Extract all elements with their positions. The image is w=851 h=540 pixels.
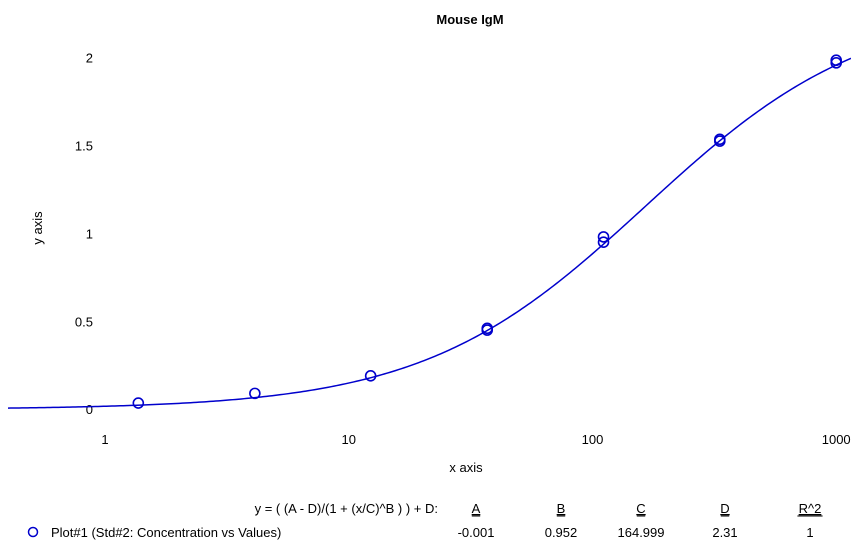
y-tick-label: 0.5 [75, 314, 93, 329]
fit-equation: y = ( (A - D)/(1 + (x/C)^B ) ) + D: [255, 501, 438, 516]
chart-title: Mouse IgM [436, 12, 503, 27]
fit-parameter-value: 1 [806, 525, 813, 540]
fit-parameter-headers: A B C D R^2 [472, 501, 823, 517]
legend-series-name: Plot#1 (Std#2: Concentration vs Values) [51, 525, 281, 540]
fit-curve [7, 57, 851, 409]
fit-parameter-value: 2.31 [712, 525, 737, 540]
y-tick-label: 0 [86, 402, 93, 417]
fit-parameter-name: B [557, 501, 566, 516]
fit-parameter-values: -0.001 0.952 164.999 2.31 1 [458, 525, 814, 540]
legend-marker-icon [27, 526, 39, 538]
x-axis-label: x axis [449, 460, 483, 475]
fit-parameter-name: D [720, 501, 729, 516]
x-tick-label: 1000 [822, 432, 851, 447]
fit-parameter-name: A [472, 501, 481, 516]
data-point [132, 397, 145, 409]
y-axis-ticks: 0 0.5 1 1.5 2 [75, 51, 93, 418]
x-tick-label: 100 [582, 432, 604, 447]
fit-parameter-value: 0.952 [545, 525, 578, 540]
fit-parameter-name: C [636, 501, 645, 516]
data-point [597, 231, 610, 243]
data-point [364, 370, 377, 382]
fit-parameter-name: R^2 [799, 501, 822, 516]
y-tick-label: 2 [86, 51, 93, 66]
legend: y = ( (A - D)/(1 + (x/C)^B ) ) + D: A B C D… [27, 501, 823, 540]
data-point [481, 322, 494, 335]
y-axis-label: y axis [30, 211, 45, 245]
fit-parameter-value: -0.001 [458, 525, 495, 540]
x-tick-label: 10 [341, 432, 355, 447]
fit-parameter-value: 164.999 [618, 525, 665, 540]
x-axis-ticks: 1 10 100 1000 [101, 432, 850, 447]
data-point [597, 236, 610, 248]
y-tick-label: 1 [86, 226, 93, 241]
x-tick-label: 1 [101, 432, 108, 447]
data-point [249, 387, 261, 400]
data-points [132, 54, 843, 409]
data-point [830, 54, 843, 67]
data-point [714, 133, 726, 146]
y-tick-label: 1.5 [75, 138, 93, 153]
